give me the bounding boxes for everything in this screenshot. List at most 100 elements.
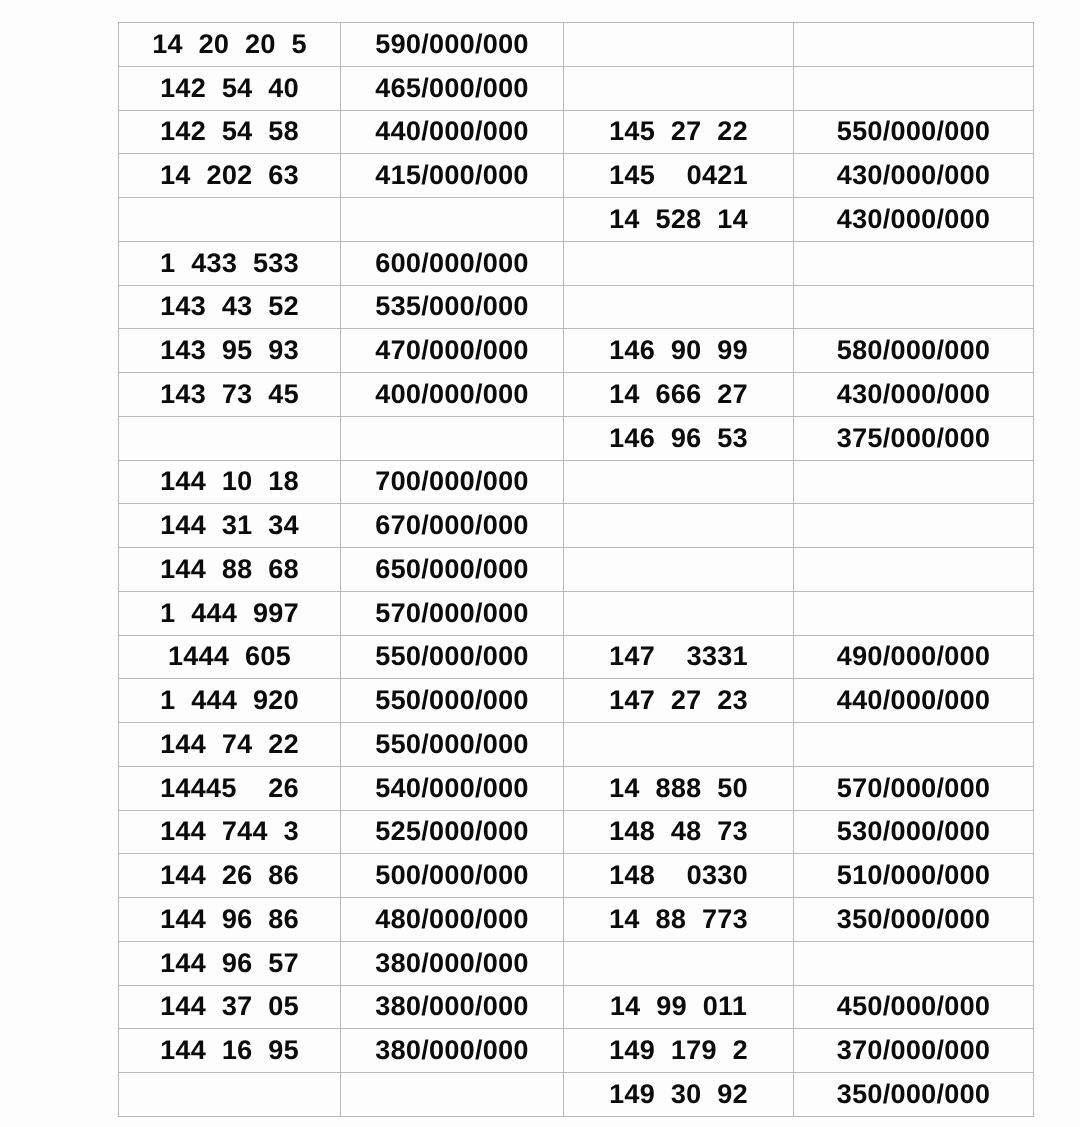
table-row: 142 54 40 465/000/000 <box>118 65 1034 111</box>
price-cell-left: 650/000/000 <box>340 547 564 592</box>
number-cell-right <box>563 503 794 548</box>
number-cell-right <box>563 240 794 286</box>
table-row: 143 43 52 535/000/000 <box>118 284 1034 330</box>
table-row: 142 54 58 440/000/000 145 27 22 550/000/… <box>118 109 1034 155</box>
price-cell-left: 600/000/000 <box>340 240 564 286</box>
price-cell-right <box>793 22 1034 67</box>
price-cell-left: 380/000/000 <box>340 984 564 1030</box>
price-cell-right: 530/000/000 <box>793 809 1034 855</box>
price-cell-left: 590/000/000 <box>340 22 564 67</box>
price-cell-right <box>793 503 1034 548</box>
number-cell-left: 144 10 18 <box>118 459 341 505</box>
price-cell-left: 380/000/000 <box>340 1028 564 1073</box>
price-cell-left: 440/000/000 <box>340 109 564 155</box>
price-cell-left: 550/000/000 <box>340 678 564 723</box>
table-row: 144 74 22 550/000/000 <box>118 722 1034 767</box>
price-cell-left: 700/000/000 <box>340 459 564 505</box>
table-row: 1 444 997 570/000/000 <box>118 590 1034 636</box>
number-cell-left: 144 37 05 <box>118 984 341 1030</box>
number-cell-right: 14 888 50 <box>563 765 794 811</box>
table-row: 14 20 20 5 590/000/000 <box>118 22 1034 67</box>
table-row: 1444 605 550/000/000 147 3331 490/000/00… <box>118 634 1034 680</box>
number-cell-left <box>118 415 341 461</box>
table-row: 144 744 3 525/000/000 148 48 73 530/000/… <box>118 809 1034 855</box>
number-cell-right: 14 88 773 <box>563 897 794 942</box>
price-cell-left: 470/000/000 <box>340 328 564 373</box>
price-cell-left: 380/000/000 <box>340 940 564 986</box>
price-cell-right: 350/000/000 <box>793 897 1034 942</box>
price-cell-right <box>793 240 1034 286</box>
price-cell-right: 370/000/000 <box>793 1028 1034 1073</box>
table-row: 144 96 86 480/000/000 14 88 773 350/000/… <box>118 897 1034 942</box>
price-cell-left: 540/000/000 <box>340 765 564 811</box>
number-cell-right <box>563 722 794 767</box>
number-cell-right <box>563 459 794 505</box>
number-cell-right: 14 666 27 <box>563 372 794 417</box>
price-cell-right: 510/000/000 <box>793 853 1034 898</box>
number-cell-right: 146 90 99 <box>563 328 794 373</box>
price-cell-left: 570/000/000 <box>340 590 564 636</box>
table-row: 149 30 92 350/000/000 <box>118 1072 1034 1117</box>
number-cell-right: 148 48 73 <box>563 809 794 855</box>
number-cell-left: 143 43 52 <box>118 284 341 330</box>
number-cell-left: 14 20 20 5 <box>118 22 341 67</box>
table-row: 144 10 18 700/000/000 <box>118 459 1034 505</box>
number-cell-left: 142 54 40 <box>118 65 341 111</box>
price-cell-left: 535/000/000 <box>340 284 564 330</box>
table-row: 144 16 95 380/000/000 149 179 2 370/000/… <box>118 1028 1034 1073</box>
number-cell-right: 14 99 011 <box>563 984 794 1030</box>
price-cell-right: 450/000/000 <box>793 984 1034 1030</box>
price-cell-right <box>793 284 1034 330</box>
price-cell-left: 400/000/000 <box>340 372 564 417</box>
number-cell-left: 144 88 68 <box>118 547 341 592</box>
price-cell-right <box>793 65 1034 111</box>
number-cell-right <box>563 590 794 636</box>
number-cell-right <box>563 22 794 67</box>
number-cell-left: 1444 605 <box>118 634 341 680</box>
table-row: 14 202 63 415/000/000 145 0421 430/000/0… <box>118 153 1034 198</box>
number-cell-left <box>118 1072 341 1117</box>
number-cell-right: 149 179 2 <box>563 1028 794 1073</box>
number-cell-left: 144 74 22 <box>118 722 341 767</box>
price-cell-right: 440/000/000 <box>793 678 1034 723</box>
number-cell-right: 145 0421 <box>563 153 794 198</box>
price-cell-left: 415/000/000 <box>340 153 564 198</box>
price-cell-right: 430/000/000 <box>793 197 1034 242</box>
price-cell-right: 430/000/000 <box>793 372 1034 417</box>
price-cell-right <box>793 590 1034 636</box>
price-cell-right <box>793 940 1034 986</box>
price-cell-left <box>340 197 564 242</box>
price-cell-right: 350/000/000 <box>793 1072 1034 1117</box>
price-cell-right: 430/000/000 <box>793 153 1034 198</box>
number-cell-left: 14 202 63 <box>118 153 341 198</box>
number-cell-right: 148 0330 <box>563 853 794 898</box>
table-row: 144 37 05 380/000/000 14 99 011 450/000/… <box>118 984 1034 1030</box>
number-cell-left: 144 96 86 <box>118 897 341 942</box>
price-cell-left: 670/000/000 <box>340 503 564 548</box>
price-cell-right <box>793 547 1034 592</box>
price-cell-left <box>340 1072 564 1117</box>
number-cell-left: 14445 26 <box>118 765 341 811</box>
number-cell-left <box>118 197 341 242</box>
number-cell-left: 143 95 93 <box>118 328 341 373</box>
number-cell-left: 1 444 920 <box>118 678 341 723</box>
price-cell-right <box>793 459 1034 505</box>
price-cell-right: 570/000/000 <box>793 765 1034 811</box>
number-cell-right: 147 27 23 <box>563 678 794 723</box>
table-row: 144 88 68 650/000/000 <box>118 547 1034 592</box>
table-row: 143 95 93 470/000/000 146 90 99 580/000/… <box>118 328 1034 373</box>
table-row: 144 26 86 500/000/000 148 0330 510/000/0… <box>118 853 1034 898</box>
price-cell-left: 465/000/000 <box>340 65 564 111</box>
table-row: 144 96 57 380/000/000 <box>118 940 1034 986</box>
number-cell-left: 142 54 58 <box>118 109 341 155</box>
number-cell-right <box>563 547 794 592</box>
price-cell-left: 500/000/000 <box>340 853 564 898</box>
number-cell-left: 144 26 86 <box>118 853 341 898</box>
number-cell-left: 144 744 3 <box>118 809 341 855</box>
table-row: 146 96 53 375/000/000 <box>118 415 1034 461</box>
number-cell-left: 144 31 34 <box>118 503 341 548</box>
table-row: 143 73 45 400/000/000 14 666 27 430/000/… <box>118 372 1034 417</box>
number-cell-left: 144 16 95 <box>118 1028 341 1073</box>
number-cell-right: 14 528 14 <box>563 197 794 242</box>
price-cell-left: 550/000/000 <box>340 722 564 767</box>
